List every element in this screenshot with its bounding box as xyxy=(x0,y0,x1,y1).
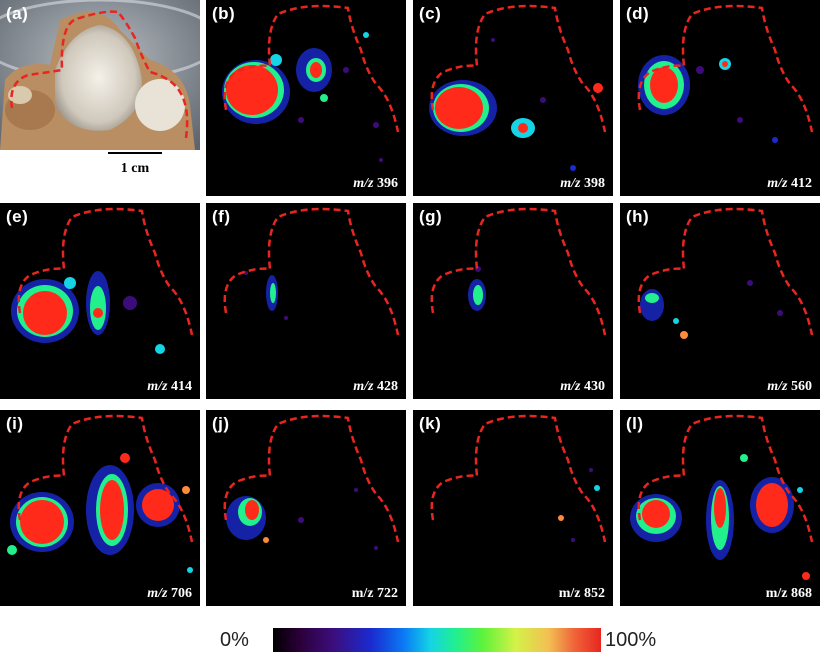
panel-e: (e) m/z 414 xyxy=(0,203,200,399)
panel-l: (l) m/z 868 xyxy=(620,410,820,606)
panel-letter-d: (d) xyxy=(626,4,650,23)
panel-letter-i: (i) xyxy=(6,414,24,433)
mz-prefix-f: m/z xyxy=(353,379,374,394)
mz-label-j: m/z 722 xyxy=(352,586,398,602)
heatmap-j xyxy=(223,414,400,550)
heatmap-k xyxy=(430,414,607,543)
mz-prefix-d: m/z xyxy=(767,176,788,191)
mz-value-h: 560 xyxy=(791,379,812,394)
panel-k: (k) m/z 852 xyxy=(413,410,613,606)
sample-photo-image xyxy=(0,0,200,150)
heatmap-i xyxy=(7,414,194,573)
mz-value-k: 852 xyxy=(584,586,605,601)
mz-value-g: 430 xyxy=(584,379,605,394)
panel-letter-k: (k) xyxy=(419,414,442,433)
panel-letter-a: (a) xyxy=(6,4,29,23)
mz-label-f: m/z 428 xyxy=(353,379,398,395)
mz-label-d: m/z 412 xyxy=(767,176,812,192)
heatmap-e xyxy=(11,207,194,354)
heatmap-h xyxy=(637,207,814,339)
panel-f: (f) m/z 428 xyxy=(206,203,406,399)
mz-prefix-h: m/z xyxy=(767,379,788,394)
heatmap-b xyxy=(222,4,400,162)
mz-prefix-k: m/z xyxy=(558,586,581,601)
mz-prefix-b: m/z xyxy=(353,176,374,191)
mz-label-c: m/z 398 xyxy=(560,176,605,192)
mz-value-e: 414 xyxy=(171,379,192,394)
panel-letter-g: (g) xyxy=(419,207,443,226)
colorbar-max-label: 100% xyxy=(605,629,657,651)
mz-prefix-l: m/z xyxy=(765,586,788,601)
panel-letter-j: (j) xyxy=(212,414,230,433)
panel-i: (i) m/z 706 xyxy=(0,410,200,606)
panel-letter-l: (l) xyxy=(626,414,644,433)
mz-value-d: 412 xyxy=(791,176,812,191)
panel-b: (b) m/z 396 xyxy=(206,0,406,196)
mz-prefix-i: m/z xyxy=(147,586,168,601)
panel-d: (d) m/z 412 xyxy=(620,0,820,196)
panel-c: (c) m/z 398 xyxy=(413,0,613,196)
mz-value-i: 706 xyxy=(171,586,192,601)
panel-a: 1 cm (a) xyxy=(0,0,200,196)
mz-label-b: m/z 396 xyxy=(353,176,398,192)
mz-prefix-e: m/z xyxy=(147,379,168,394)
mz-label-e: m/z 414 xyxy=(147,379,192,395)
panel-letter-f: (f) xyxy=(212,207,231,226)
mz-prefix-c: m/z xyxy=(560,176,581,191)
panel-j: (j) m/z 722 xyxy=(206,410,406,606)
colorbar-gradient xyxy=(273,628,601,652)
mz-label-k: m/z 852 xyxy=(559,586,605,602)
panel-g: (g) m/z 430 xyxy=(413,203,613,399)
heatmap-f xyxy=(223,207,400,336)
sample-photo xyxy=(0,0,200,150)
mz-label-i: m/z 706 xyxy=(147,586,192,602)
mz-prefix-j: m/z xyxy=(351,586,374,601)
mz-label-g: m/z 430 xyxy=(560,379,605,395)
panel-letter-c: (c) xyxy=(419,4,442,23)
heatmap-d xyxy=(637,4,814,143)
mz-value-f: 428 xyxy=(377,379,398,394)
panel-letter-h: (h) xyxy=(626,207,650,226)
mz-value-c: 398 xyxy=(584,176,605,191)
panel-letter-e: (e) xyxy=(6,207,29,226)
scale-bar-label: 1 cm xyxy=(120,161,150,176)
colorbar-min-label: 0% xyxy=(220,629,249,651)
scale-bar xyxy=(108,152,162,154)
mz-value-l: 868 xyxy=(791,586,812,601)
heatmap-l xyxy=(630,414,814,580)
panel-letter-b: (b) xyxy=(212,4,236,23)
heatmap-c xyxy=(429,4,607,171)
mz-label-l: m/z 868 xyxy=(766,586,812,602)
colorbar: 0% 100% xyxy=(220,627,680,653)
mz-prefix-g: m/z xyxy=(560,379,581,394)
heatmap-g xyxy=(430,207,607,336)
mz-value-j: 722 xyxy=(377,586,398,601)
mz-value-b: 396 xyxy=(377,176,398,191)
panel-h: (h) m/z 560 xyxy=(620,203,820,399)
mz-label-h: m/z 560 xyxy=(767,379,812,395)
